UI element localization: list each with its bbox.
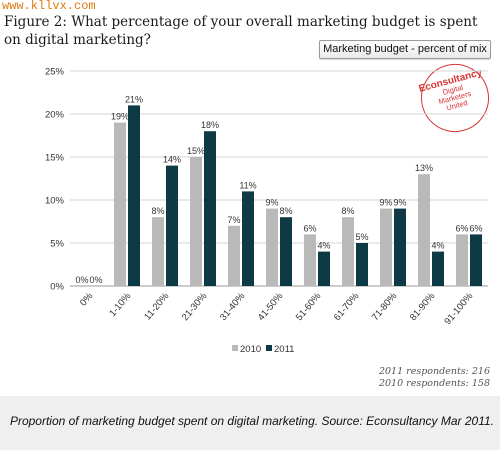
bar-2011: [280, 217, 292, 286]
respondents-2011: 2011 respondents: 216: [378, 366, 490, 377]
bar-2011: [128, 105, 140, 287]
y-tick-label: 0%: [50, 282, 64, 293]
data-label-2011: 18%: [201, 120, 219, 130]
bar-2010: [342, 217, 354, 286]
marketing-budget-mix-button[interactable]: Marketing budget - percent of mix: [319, 40, 491, 59]
bar-2011: [470, 234, 482, 286]
bar-2010: [152, 217, 164, 286]
data-label-2010: 6%: [455, 223, 468, 233]
legend-label-2010: 2010: [240, 344, 261, 355]
bar-2010: [418, 174, 430, 286]
bar-2010: [456, 234, 468, 286]
bar-2010: [304, 234, 316, 286]
y-tick-label: 20%: [45, 110, 65, 121]
data-label-2011: 11%: [239, 180, 256, 190]
bar-2011: [356, 243, 368, 286]
bar-2011: [318, 251, 330, 286]
bar-2010: [190, 157, 202, 286]
data-label-2011: 4%: [317, 241, 330, 251]
x-tick-label: 91-100%: [442, 290, 475, 327]
x-tick-label: 11-20%: [142, 290, 171, 322]
x-tick-label: 81-90%: [408, 290, 438, 323]
bar-2011: [204, 131, 216, 286]
data-label-2010: 8%: [341, 206, 354, 216]
data-label-2010: 9%: [379, 198, 392, 208]
x-tick-label: 41-50%: [256, 290, 286, 323]
x-tick-label: 71-80%: [370, 290, 400, 323]
x-tick-label: 21-30%: [180, 290, 210, 323]
x-tick-label: 51-60%: [294, 290, 324, 323]
figure-label: Figure 2:: [4, 14, 67, 30]
x-tick-label: 1-10%: [107, 290, 133, 319]
data-label-2011: 0%: [89, 275, 102, 285]
bar-2011: [394, 208, 406, 286]
watermark: www.kllvx.com: [2, 0, 96, 13]
data-label-2010: 9%: [265, 198, 278, 208]
bar-2010: [114, 122, 126, 286]
data-label-2010: 6%: [303, 223, 316, 233]
data-label-2011: 6%: [469, 223, 482, 233]
data-label-2011: 21%: [125, 94, 143, 104]
caption-bar: Proportion of marketing budget spent on …: [0, 396, 500, 450]
data-label-2011: 8%: [279, 206, 292, 216]
bar-2010: [266, 208, 278, 286]
x-tick-label: 61-70%: [332, 290, 362, 323]
legend-label-2011: 2011: [274, 344, 294, 355]
bar-2010: [228, 225, 240, 286]
x-tick-label: 0%: [78, 290, 96, 308]
data-label-2011: 5%: [355, 232, 368, 242]
data-label-2010: 13%: [415, 163, 433, 173]
y-tick-label: 5%: [50, 239, 64, 250]
legend-swatch-2010: [232, 345, 238, 351]
bar-2010: [380, 208, 392, 286]
figure-question: What percentage of your overall marketin…: [4, 14, 478, 48]
data-label-2010: 0%: [75, 275, 88, 285]
respondents-2010: 2010 respondents: 158: [378, 378, 490, 389]
data-label-2010: 19%: [111, 112, 129, 122]
figure-title: Figure 2: What percentage of your overal…: [4, 13, 496, 49]
data-label-2010: 7%: [227, 215, 240, 225]
data-label-2011: 14%: [163, 155, 181, 165]
figure-caption: Proportion of marketing budget spent on …: [9, 414, 494, 428]
y-tick-label: 25%: [45, 67, 65, 78]
y-tick-label: 15%: [45, 153, 65, 164]
data-label-2010: 8%: [151, 206, 164, 216]
data-label-2011: 4%: [431, 241, 444, 251]
bar-2011: [432, 251, 444, 286]
bar-2011: [166, 165, 178, 286]
data-label-2011: 9%: [393, 198, 406, 208]
x-tick-label: 31-40%: [218, 290, 248, 323]
data-label-2010: 15%: [187, 146, 205, 156]
y-tick-label: 10%: [45, 196, 65, 207]
bar-chart: 0%5%10%15%20%25%0% 0%0%19%21%1-10%8%14%11…: [45, 67, 488, 355]
bar-2011: [242, 191, 254, 286]
legend-swatch-2011: [266, 345, 272, 351]
